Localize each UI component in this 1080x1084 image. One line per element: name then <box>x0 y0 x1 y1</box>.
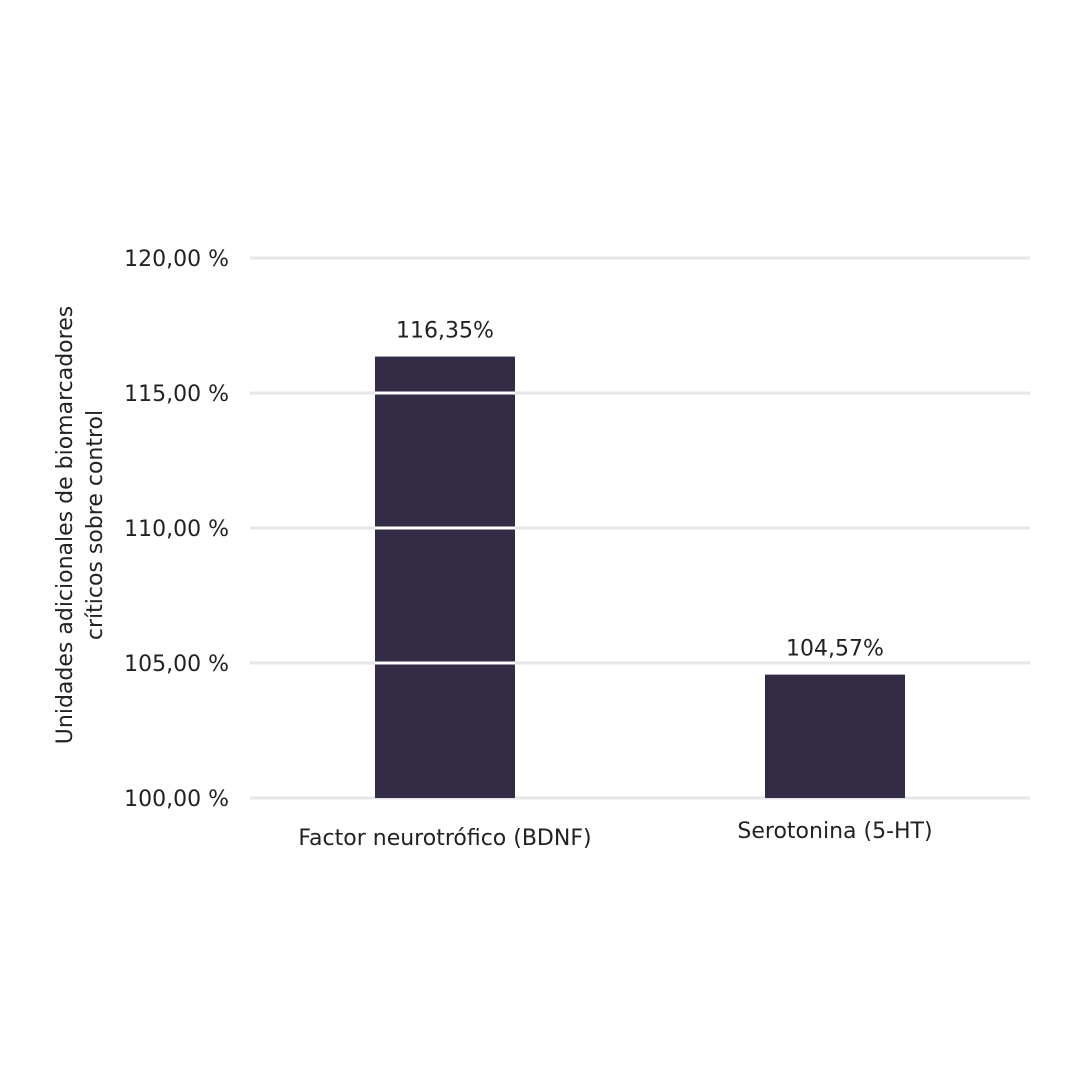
label-layer: 100,00 % 105,00 % 110,00 % 115,00 % 120,00 %… <box>124 247 932 851</box>
x-category-label: Serotonina (5-HT) <box>737 819 932 844</box>
bar <box>375 356 515 798</box>
y-tick-label: 115,00 % <box>124 382 229 407</box>
bar <box>765 674 905 798</box>
y-tick-label: 100,00 % <box>124 787 229 812</box>
y-axis-title-line-2: críticos sobre control <box>83 410 108 640</box>
data-label: 116,35% <box>396 319 494 344</box>
y-tick-label: 120,00 % <box>124 247 229 272</box>
x-category-label: Factor neurotrófico (BDNF) <box>298 826 591 851</box>
y-axis-title-line-1: Unidades adicionales de biomarcadores <box>53 306 78 744</box>
bar-layer <box>375 356 905 798</box>
overlay-grid-layer <box>375 391 515 665</box>
y-axis-title: Unidades adicionales de biomarcadores cr… <box>53 306 108 744</box>
y-tick-label: 105,00 % <box>124 652 229 677</box>
grid-layer <box>250 256 1030 800</box>
y-tick-label: 110,00 % <box>124 517 229 542</box>
data-label: 104,57% <box>786 637 884 662</box>
